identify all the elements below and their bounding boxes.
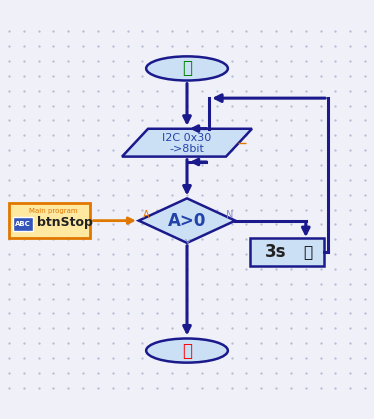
Text: N: N [226, 210, 233, 220]
Text: ABC: ABC [15, 221, 31, 227]
Text: ⏳: ⏳ [303, 245, 312, 260]
Text: A: A [143, 210, 150, 220]
FancyBboxPatch shape [12, 217, 33, 231]
Text: 🧍: 🧍 [182, 341, 192, 360]
Polygon shape [139, 198, 235, 243]
Text: I2C 0x30: I2C 0x30 [162, 133, 212, 143]
Text: A>0: A>0 [168, 212, 206, 230]
Text: 3s: 3s [265, 243, 287, 261]
Text: btnStop: btnStop [37, 216, 92, 229]
Ellipse shape [146, 57, 228, 80]
Text: Main program: Main program [29, 208, 78, 215]
Text: Y: Y [184, 239, 190, 248]
Text: 🏃: 🏃 [182, 59, 192, 78]
Text: ->8bit: ->8bit [169, 145, 205, 154]
FancyBboxPatch shape [9, 203, 91, 238]
Polygon shape [122, 129, 252, 157]
FancyBboxPatch shape [250, 238, 324, 266]
Ellipse shape [146, 339, 228, 362]
